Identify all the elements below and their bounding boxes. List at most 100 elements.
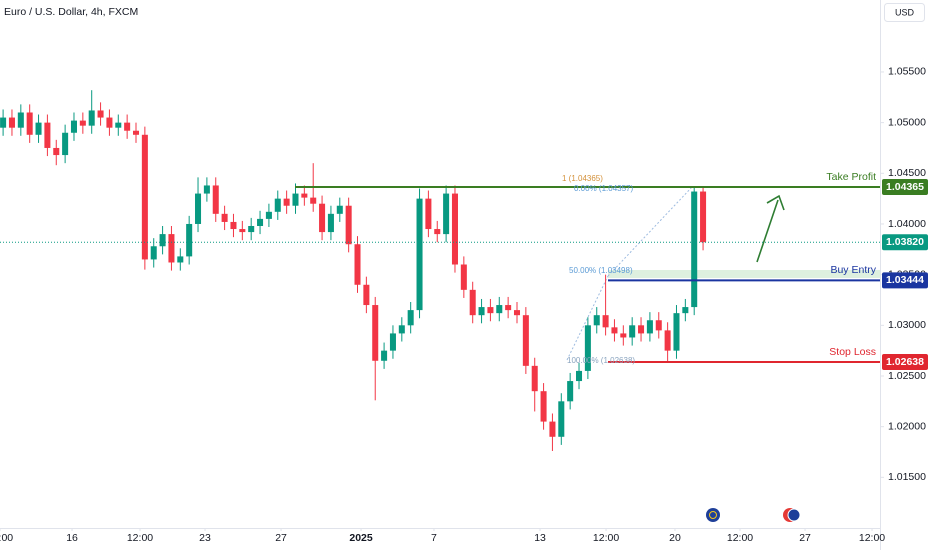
candle-body xyxy=(593,315,600,326)
chart-title: Euro / U.S. Dollar, 4h, FXCM xyxy=(4,6,138,18)
candle-body xyxy=(460,264,467,290)
candle-body xyxy=(0,117,7,128)
candle-body xyxy=(150,246,157,260)
candle-body xyxy=(673,313,680,351)
candle-body xyxy=(469,289,476,316)
y-tick-label: 1.05000 xyxy=(888,116,926,128)
candle-body xyxy=(620,333,627,338)
y-tick-label: 1.05500 xyxy=(888,66,926,78)
level-tag-label: 1.03444 xyxy=(886,274,924,286)
candle-body xyxy=(106,117,113,128)
arrow-head xyxy=(766,194,785,211)
x-tick-label: 2025 xyxy=(349,532,373,544)
fib-zone xyxy=(608,270,880,278)
candle-body xyxy=(336,205,343,214)
x-tick-label: 20 xyxy=(669,532,681,544)
candle-body xyxy=(638,325,645,334)
fib-label: 1 (1.04365) xyxy=(562,174,603,183)
candle-body xyxy=(443,193,450,235)
currency-button[interactable] xyxy=(884,3,925,22)
currency-button-label[interactable]: USD xyxy=(895,7,915,17)
candle-body xyxy=(8,117,15,128)
candle-body xyxy=(79,120,86,126)
bottom-icons xyxy=(706,508,801,522)
candle-body xyxy=(389,333,396,351)
x-tick-label: 16 xyxy=(66,532,78,544)
candle-body xyxy=(97,110,104,118)
level-tag xyxy=(882,353,928,370)
candle-body xyxy=(168,234,175,263)
candle-body xyxy=(248,225,255,233)
candle-body xyxy=(345,205,352,245)
candle-body xyxy=(292,193,299,206)
candle-body xyxy=(407,310,414,326)
candle-body xyxy=(283,198,290,206)
candle-body xyxy=(132,130,140,135)
candle-body xyxy=(522,315,529,366)
candle-body xyxy=(611,327,618,334)
candle-body xyxy=(203,185,210,194)
candle-body xyxy=(646,320,653,334)
candle-body xyxy=(478,307,485,316)
candle-body xyxy=(257,218,264,226)
level-tag xyxy=(882,178,928,195)
candle-body xyxy=(487,307,494,314)
candle-body xyxy=(354,244,361,285)
candle-body xyxy=(513,310,521,316)
candle-body xyxy=(265,211,272,219)
candle-body xyxy=(221,213,228,222)
candle-body xyxy=(558,401,565,437)
level-tag-label: 1.02638 xyxy=(886,356,924,368)
candle-body xyxy=(44,122,51,148)
level-name: Take Profit xyxy=(826,171,876,183)
x-tick-label: 12:00 xyxy=(727,532,753,544)
candle-body xyxy=(549,421,556,437)
y-tick-label: 1.02000 xyxy=(888,420,926,432)
candle-body xyxy=(602,315,609,328)
fib-trend xyxy=(566,275,609,361)
candle-body xyxy=(363,284,370,306)
candle-body xyxy=(35,122,42,135)
candle-body xyxy=(239,229,246,233)
level-name: Buy Entry xyxy=(830,264,876,276)
plot-area: 1 (1.04365)0.00% (1.04357) 50.00% (1.0349… xyxy=(0,90,880,451)
candle-body xyxy=(301,193,308,198)
candle-body xyxy=(230,221,237,230)
candle-body xyxy=(115,122,122,128)
candle-body xyxy=(124,122,131,131)
x-tick-label: 27 xyxy=(275,532,287,544)
level-name: Stop Loss xyxy=(829,346,876,358)
candle-body xyxy=(576,370,583,382)
x-tick-label: 12:00 xyxy=(593,532,619,544)
candle-body xyxy=(372,305,379,361)
y-tick-label: 1.04500 xyxy=(888,167,926,179)
arrow-shaft xyxy=(756,199,779,263)
candle-body xyxy=(319,203,326,233)
x-tick-label: 12:00 xyxy=(0,532,13,544)
candle-body xyxy=(567,381,574,402)
candle-body xyxy=(700,191,707,243)
candle-body xyxy=(17,112,24,128)
candle-body xyxy=(584,325,591,371)
candle-body xyxy=(212,185,219,214)
fib-label: 100.00% (1.02638) xyxy=(567,356,635,365)
candle-body xyxy=(26,112,33,135)
candle-body xyxy=(540,391,547,422)
current-price-label: 1.03820 xyxy=(886,236,924,248)
x-tick-label: 23 xyxy=(199,532,211,544)
current-price-tag xyxy=(882,234,928,251)
candle-body xyxy=(496,305,503,314)
y-tick-label: 1.04000 xyxy=(888,218,926,230)
fib-label: 50.00% (1.03498) xyxy=(569,266,633,275)
y-tick-label: 1.03000 xyxy=(888,319,926,331)
candle-body xyxy=(505,305,512,311)
fib-label: 0.00% (1.04357) xyxy=(574,184,633,193)
event-icon xyxy=(706,508,720,522)
candle-body xyxy=(451,193,458,265)
candle-body xyxy=(159,234,166,247)
event-icon xyxy=(787,508,801,522)
x-tick-label: 13 xyxy=(534,532,546,544)
level-tag xyxy=(882,272,928,289)
event-icon xyxy=(709,511,717,519)
